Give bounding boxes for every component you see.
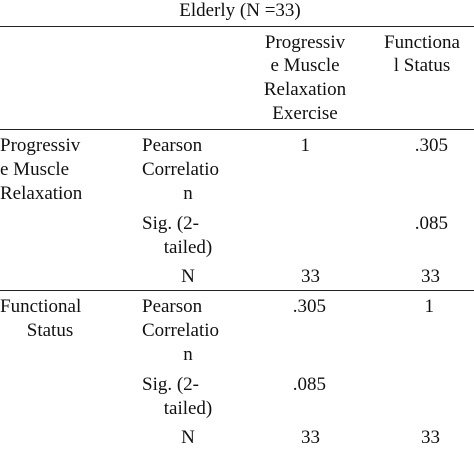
row2-sig-col1: .085 — [292, 374, 326, 395]
row2-stat-n: N — [181, 427, 195, 448]
table-title: Elderly (N =33) — [179, 0, 301, 21]
row2-n-col2: 33 — [421, 427, 440, 448]
row1-sig-col2: .085 — [414, 213, 448, 234]
row2-pearson-col2: 1 — [424, 296, 435, 317]
row2-pearson-col1: .305 — [292, 296, 326, 317]
row-divider — [0, 290, 474, 291]
header-top-rule — [0, 26, 474, 27]
row1-stat-n: N — [181, 266, 195, 287]
row1-n-col1: 33 — [301, 266, 320, 287]
header-bottom-rule — [0, 129, 474, 130]
row1-n-col2: 33 — [421, 266, 440, 287]
row1-pearson-col1: 1 — [300, 135, 311, 156]
row2-n-col1: 33 — [301, 427, 320, 448]
row1-pearson-col2: .305 — [414, 135, 448, 156]
